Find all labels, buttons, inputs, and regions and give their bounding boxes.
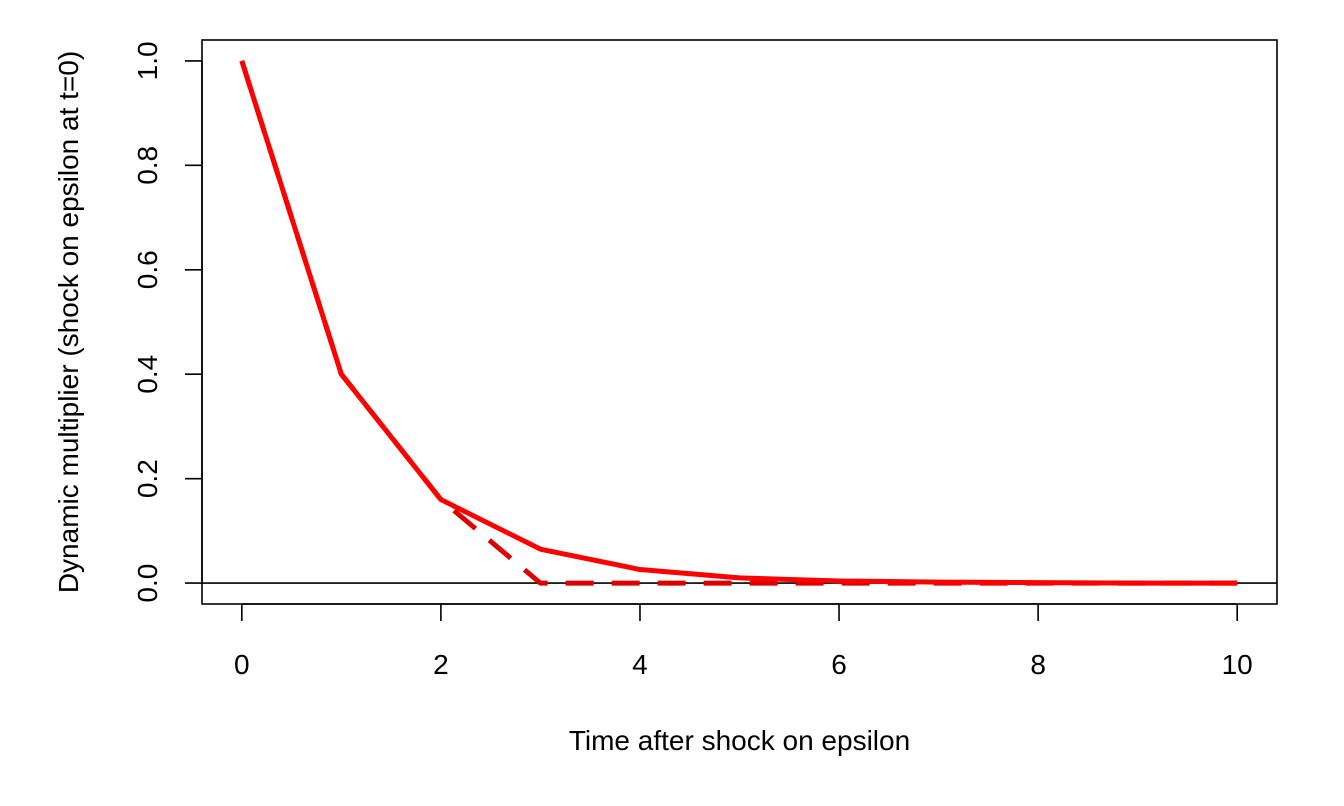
y-tick-label: 0.6 [132, 250, 163, 289]
y-tick-label: 1.0 [132, 41, 163, 80]
x-axis: 0 2 4 6 8 10 [234, 603, 1253, 680]
x-axis-label: Time after shock on epsilon [569, 725, 910, 756]
y-tick-label: 0.0 [132, 564, 163, 603]
x-tick-label: 10 [1222, 649, 1253, 680]
x-tick-label: 6 [831, 649, 847, 680]
x-tick-label: 8 [1030, 649, 1046, 680]
series-line-solid [239, 60, 1238, 586]
y-axis: 0.0 0.2 0.4 0.6 0.8 1.0 [132, 41, 203, 603]
x-tick-label: 2 [433, 649, 449, 680]
x-tick-label: 4 [632, 649, 648, 680]
plot-frame [201, 39, 1278, 605]
series-line-dashed [239, 60, 1238, 586]
y-axis-label: Dynamic multiplier (shock on epsilon at … [53, 51, 84, 593]
y-tick-label: 0.2 [132, 459, 163, 498]
x-tick-label: 0 [234, 649, 250, 680]
y-tick-label: 0.4 [132, 355, 163, 394]
series-layer [239, 60, 1238, 586]
y-tick-label: 0.8 [132, 146, 163, 185]
